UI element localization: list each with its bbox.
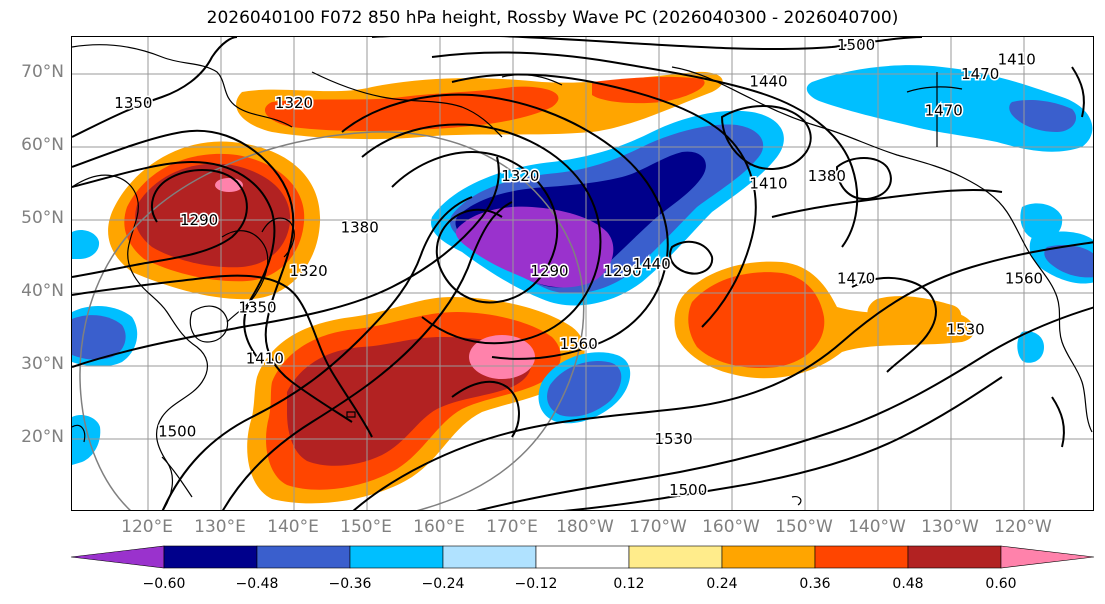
contour-label: 1290 xyxy=(603,262,641,280)
colorbar-swatch xyxy=(535,545,630,569)
lon-label: 170°E xyxy=(486,517,538,537)
lon-label: 130°W xyxy=(921,517,979,537)
lon-label: 120°E xyxy=(121,517,173,537)
lon-label: 170°W xyxy=(629,517,687,537)
lat-label: 30°N xyxy=(21,354,64,374)
lon-label: 150°W xyxy=(775,517,833,537)
anomaly-shading xyxy=(72,65,1093,504)
lat-label: 20°N xyxy=(21,427,64,447)
colorbar-swatch xyxy=(721,545,816,569)
lon-label: 180°W xyxy=(556,517,614,537)
lat-label: 60°N xyxy=(21,135,64,155)
contour-label: 1410 xyxy=(749,175,787,193)
colorbar-swatch xyxy=(70,545,165,569)
colorbar-swatch xyxy=(1000,545,1095,569)
lat-label: 70°N xyxy=(21,62,64,82)
lat-label: 40°N xyxy=(21,281,64,301)
contour-label: 1320 xyxy=(501,167,539,185)
colorbar-tick-label: 0.36 xyxy=(799,576,831,592)
colorbar-tick-label: −0.48 xyxy=(235,576,279,592)
contour-label: 1440 xyxy=(633,255,671,273)
colorbar-tick-label: 0.48 xyxy=(892,576,924,592)
colorbar-tick-label: 0.24 xyxy=(706,576,738,592)
colorbar-tick-label: −0.60 xyxy=(142,576,186,592)
contour-label: 1290 xyxy=(180,211,218,229)
lon-label: 160°W xyxy=(702,517,760,537)
colorbar-tick-label: 0.60 xyxy=(985,576,1017,592)
contour-label: 1560 xyxy=(1005,269,1043,287)
height-contours xyxy=(72,37,1093,510)
contour-label: 1290 xyxy=(530,262,568,280)
lat-label: 50°N xyxy=(21,208,64,228)
contour-label: 1530 xyxy=(947,321,985,339)
lon-label: 140°E xyxy=(267,517,319,537)
colorbar-swatch xyxy=(814,545,909,569)
contour-label: 1500 xyxy=(158,423,196,441)
lon-label: 130°E xyxy=(194,517,246,537)
contour-label: 1440 xyxy=(749,72,787,90)
contour-label: 1470 xyxy=(837,269,875,287)
contour-label: 1500 xyxy=(669,481,707,499)
contour-label: 1380 xyxy=(808,167,846,185)
contour-label: 1410 xyxy=(998,50,1036,68)
colorbar-tick-label: −0.24 xyxy=(421,576,465,592)
contour-label: 1320 xyxy=(290,262,328,280)
lon-label: 160°E xyxy=(413,517,465,537)
contour-label: 1560 xyxy=(560,335,598,353)
map-panel: 1350 1320 1500 1440 1470 1470 1410 1320 1410 1380… xyxy=(71,36,1094,511)
contour-label: 1410 xyxy=(246,350,284,368)
colorbar-swatch xyxy=(442,545,537,569)
colorbar-swatch xyxy=(628,545,723,569)
colorbar-tick-label: 0.12 xyxy=(613,576,645,592)
contour-label: 1350 xyxy=(238,299,276,317)
contour-label: 1500 xyxy=(837,37,875,54)
contour-label: 1320 xyxy=(275,94,313,112)
colorbar-tick-label: −0.36 xyxy=(328,576,372,592)
colorbar-swatch xyxy=(163,545,258,569)
contour-label: 1470 xyxy=(925,102,963,120)
lon-label: 120°W xyxy=(994,517,1052,537)
colorbar-swatch xyxy=(349,545,444,569)
lon-label: 150°E xyxy=(340,517,392,537)
contour-label: 1530 xyxy=(655,430,693,448)
map-title: 2026040100 F072 850 hPa height, Rossby W… xyxy=(206,8,899,28)
colorbar-swatch xyxy=(907,545,1002,569)
contour-label: 1350 xyxy=(114,94,152,112)
colorbar-tick-label: −0.12 xyxy=(514,576,558,592)
contour-label: 1470 xyxy=(961,65,999,83)
colorbar-swatch xyxy=(256,545,351,569)
lon-label: 140°W xyxy=(848,517,906,537)
great-circle-arc xyxy=(79,131,585,510)
colorbar xyxy=(70,545,1095,569)
contour-label: 1380 xyxy=(341,218,379,236)
